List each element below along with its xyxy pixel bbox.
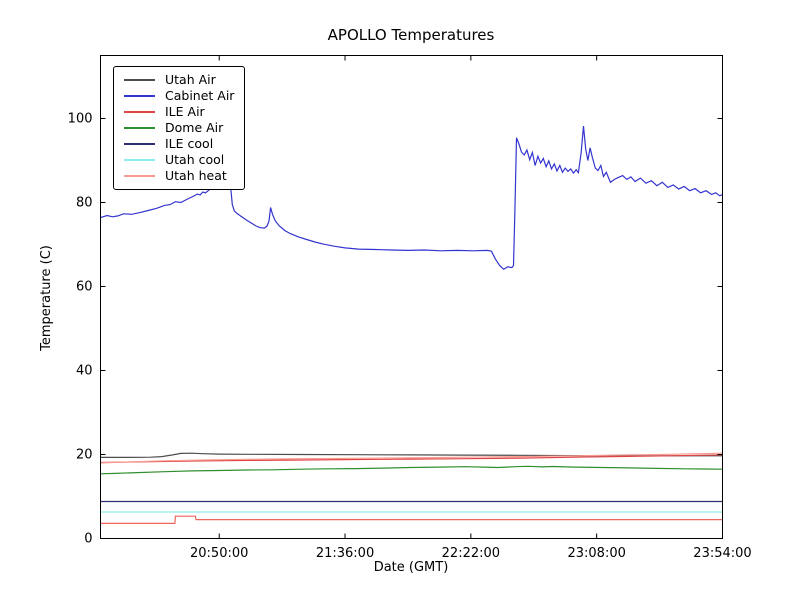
- x-tick-label: 22:22:00: [441, 545, 501, 561]
- legend-item-ile-air: ILE Air: [124, 104, 234, 120]
- legend-line-sample: [124, 79, 155, 81]
- legend-item-dome-air: Dome Air: [124, 120, 234, 136]
- legend-item-label: Utah Air: [165, 72, 216, 87]
- x-tick-label: 20:50:00: [190, 545, 249, 561]
- legend-item-cabinet-air: Cabinet Air: [124, 88, 234, 104]
- x-axis-label: Date (GMT): [373, 560, 449, 575]
- series-line-dome-air: [100, 465, 723, 475]
- legend-item-utah-heat: Utah heat: [124, 168, 234, 184]
- legend: Utah Air Cabinet Air ILE Air Dome Air ILE co…: [113, 66, 246, 190]
- x-tick-label: 23:08:00: [567, 545, 626, 561]
- y-tick-label: 60: [75, 279, 93, 294]
- legend-item-label: Dome Air: [165, 120, 224, 135]
- y-tick-label: 0: [84, 531, 93, 546]
- legend-line-sample: [124, 127, 155, 129]
- y-tick-label: 40: [75, 363, 93, 378]
- y-tick-label: 20: [75, 447, 93, 462]
- legend-item-utah-air: Utah Air: [124, 72, 234, 88]
- legend-item-label: Utah heat: [165, 168, 227, 183]
- legend-line-sample: [124, 159, 155, 161]
- axes-frame: [100, 55, 723, 539]
- legend-line-sample: [124, 143, 155, 145]
- legend-line-sample: [124, 175, 155, 177]
- legend-item-label: ILE cool: [165, 136, 214, 151]
- y-tick-label: 100: [67, 111, 93, 126]
- series-line-unlabeled-red-line: [100, 515, 723, 525]
- legend-item-label: ILE Air: [165, 104, 205, 119]
- y-tick-label: 80: [75, 195, 93, 210]
- legend-item-ile-cool: ILE cool: [124, 136, 234, 152]
- legend-item-label: Cabinet Air: [165, 88, 235, 103]
- y-axis-label: Temperature (C): [39, 245, 54, 351]
- legend-line-sample: [124, 111, 155, 113]
- series-line-utah-heat: [100, 452, 723, 464]
- legend-item-utah-cool: Utah cool: [124, 152, 234, 168]
- chart-title: APOLLO Temperatures: [327, 26, 495, 44]
- series-line-ile-air: [100, 454, 723, 464]
- x-tick-label: 21:36:00: [315, 545, 375, 561]
- x-tick-label: 23:54:00: [693, 545, 752, 561]
- legend-line-sample: [124, 95, 155, 97]
- legend-item-label: Utah cool: [165, 152, 225, 167]
